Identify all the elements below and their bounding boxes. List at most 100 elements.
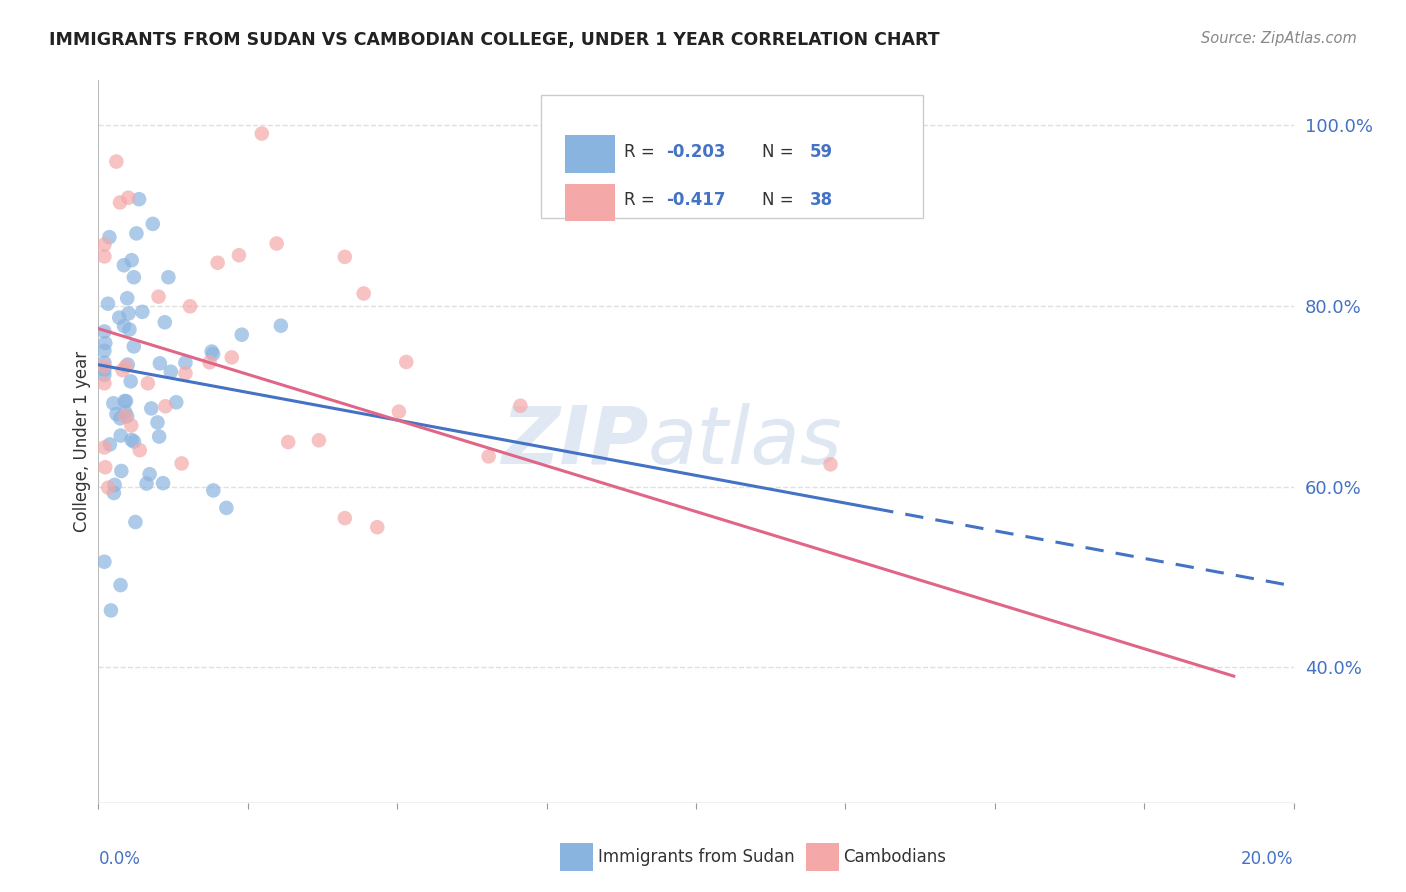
Point bbox=[97, 296, 120, 310]
Point bbox=[131, 305, 153, 319]
Text: 38: 38 bbox=[810, 192, 832, 210]
Text: N =: N = bbox=[762, 192, 799, 210]
FancyBboxPatch shape bbox=[565, 135, 614, 172]
Text: N =: N = bbox=[762, 143, 799, 161]
Point bbox=[110, 578, 132, 592]
Point bbox=[207, 256, 229, 270]
Point bbox=[93, 237, 115, 252]
Point bbox=[93, 249, 115, 263]
Point bbox=[93, 555, 115, 569]
Point bbox=[155, 399, 177, 413]
Point bbox=[105, 407, 128, 421]
Point bbox=[117, 306, 139, 320]
Text: -0.417: -0.417 bbox=[666, 192, 725, 210]
Point bbox=[149, 356, 172, 370]
Text: 0.0%: 0.0% bbox=[98, 850, 141, 868]
Point bbox=[174, 356, 197, 370]
Point bbox=[202, 347, 225, 361]
Point bbox=[114, 404, 136, 418]
Y-axis label: College, Under 1 year: College, Under 1 year bbox=[73, 351, 91, 533]
Text: -0.203: -0.203 bbox=[666, 143, 725, 161]
Point bbox=[250, 127, 273, 141]
Point bbox=[128, 443, 150, 458]
Point bbox=[112, 258, 135, 272]
Point bbox=[122, 270, 145, 285]
Point bbox=[157, 270, 180, 285]
Point bbox=[148, 429, 170, 443]
Point bbox=[820, 458, 842, 472]
Point bbox=[115, 409, 138, 424]
Point bbox=[333, 250, 356, 264]
Point bbox=[228, 248, 250, 262]
Point bbox=[94, 460, 117, 475]
Point bbox=[120, 418, 142, 433]
Point bbox=[103, 486, 125, 500]
Point bbox=[98, 437, 121, 451]
Point bbox=[114, 394, 136, 409]
Point bbox=[122, 434, 145, 449]
Point bbox=[174, 366, 197, 380]
Point bbox=[277, 435, 299, 450]
Point bbox=[266, 236, 288, 251]
Point bbox=[115, 394, 138, 409]
Point bbox=[93, 325, 115, 339]
Point bbox=[128, 192, 150, 206]
Point bbox=[120, 375, 142, 389]
Point bbox=[121, 433, 143, 447]
Point bbox=[179, 299, 201, 313]
Point bbox=[117, 291, 139, 305]
Text: R =: R = bbox=[624, 192, 661, 210]
Text: atlas: atlas bbox=[648, 402, 844, 481]
Point bbox=[93, 343, 115, 358]
Point bbox=[117, 191, 139, 205]
Point bbox=[308, 434, 330, 448]
Point bbox=[353, 286, 375, 301]
Point bbox=[478, 450, 501, 464]
Text: Immigrants from Sudan: Immigrants from Sudan bbox=[598, 848, 794, 866]
Point bbox=[221, 351, 243, 365]
Point bbox=[108, 411, 131, 425]
Text: Source: ZipAtlas.com: Source: ZipAtlas.com bbox=[1201, 31, 1357, 46]
Point bbox=[509, 399, 531, 413]
Point bbox=[93, 356, 115, 370]
Point bbox=[121, 253, 143, 268]
Point bbox=[122, 339, 145, 353]
Point bbox=[138, 467, 160, 482]
Point bbox=[198, 355, 221, 369]
Point bbox=[114, 409, 136, 423]
Text: R =: R = bbox=[624, 143, 661, 161]
Point bbox=[388, 404, 411, 418]
Point bbox=[97, 481, 120, 495]
Point bbox=[153, 315, 176, 329]
Point bbox=[165, 395, 187, 409]
Point bbox=[115, 359, 138, 374]
FancyBboxPatch shape bbox=[565, 184, 614, 221]
Point bbox=[395, 355, 418, 369]
Point bbox=[125, 227, 148, 241]
Point bbox=[108, 195, 131, 210]
Point bbox=[333, 511, 356, 525]
Point bbox=[124, 515, 146, 529]
Point bbox=[202, 483, 225, 498]
Point bbox=[103, 396, 125, 410]
Point bbox=[93, 359, 115, 374]
FancyBboxPatch shape bbox=[541, 95, 922, 218]
Point bbox=[270, 318, 292, 333]
Point bbox=[141, 401, 163, 416]
Point bbox=[104, 478, 127, 492]
Point bbox=[117, 358, 139, 372]
Point bbox=[111, 363, 134, 377]
Point bbox=[100, 603, 122, 617]
Text: 59: 59 bbox=[810, 143, 832, 161]
Point bbox=[142, 217, 165, 231]
Point bbox=[110, 428, 132, 442]
Point bbox=[112, 319, 135, 334]
Point bbox=[98, 230, 121, 244]
Text: ZIP: ZIP bbox=[501, 402, 648, 481]
Point bbox=[136, 376, 159, 391]
Point bbox=[108, 310, 131, 325]
Point bbox=[146, 416, 169, 430]
Point bbox=[231, 327, 253, 342]
Point bbox=[94, 336, 117, 351]
Point bbox=[170, 457, 193, 471]
